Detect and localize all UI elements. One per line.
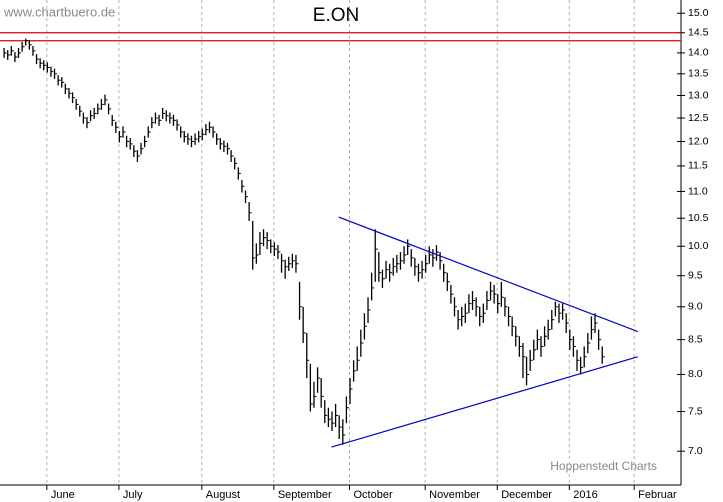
y-tick-label: 9.5 — [688, 269, 703, 281]
x-tick-label: December — [501, 489, 552, 501]
x-tick-label: October — [354, 489, 393, 501]
x-tick-label: August — [206, 489, 240, 501]
x-tick-label: September — [278, 489, 332, 501]
y-tick-label: 7.5 — [688, 405, 703, 417]
y-tick-label: 14.5 — [688, 27, 709, 39]
x-tick-label: June — [51, 489, 75, 501]
source-watermark: www.chartbuero.de — [3, 4, 115, 19]
y-tick-label: 9.0 — [688, 301, 703, 313]
trend-line — [338, 216, 638, 333]
y-tick-label: 12.0 — [688, 135, 709, 147]
y-tick-label: 8.5 — [688, 333, 703, 345]
trend-line — [331, 356, 638, 448]
chart-title: E.ON — [313, 5, 359, 26]
y-tick-label: 10.0 — [688, 240, 709, 252]
x-tick-label: 2016 — [573, 489, 597, 501]
x-tick-label: November — [429, 489, 480, 501]
y-tick-label: 13.5 — [688, 68, 709, 80]
x-tick-label: Februar — [638, 489, 677, 501]
y-tick-label: 11.5 — [688, 160, 708, 172]
y-tick-label: 10.5 — [688, 212, 709, 224]
y-tick-label: 11.0 — [688, 185, 708, 197]
x-tick-label: July — [123, 489, 143, 501]
y-tick-label: 14.0 — [688, 47, 709, 59]
y-tick-label: 12.5 — [688, 112, 709, 124]
y-tick-label: 15.0 — [688, 7, 709, 19]
y-tick-label: 7.0 — [688, 445, 703, 457]
y-tick-label: 13.0 — [688, 89, 709, 101]
y-tick-label: 8.0 — [688, 368, 703, 380]
credit-watermark: Hoppenstedt Charts — [550, 459, 657, 473]
